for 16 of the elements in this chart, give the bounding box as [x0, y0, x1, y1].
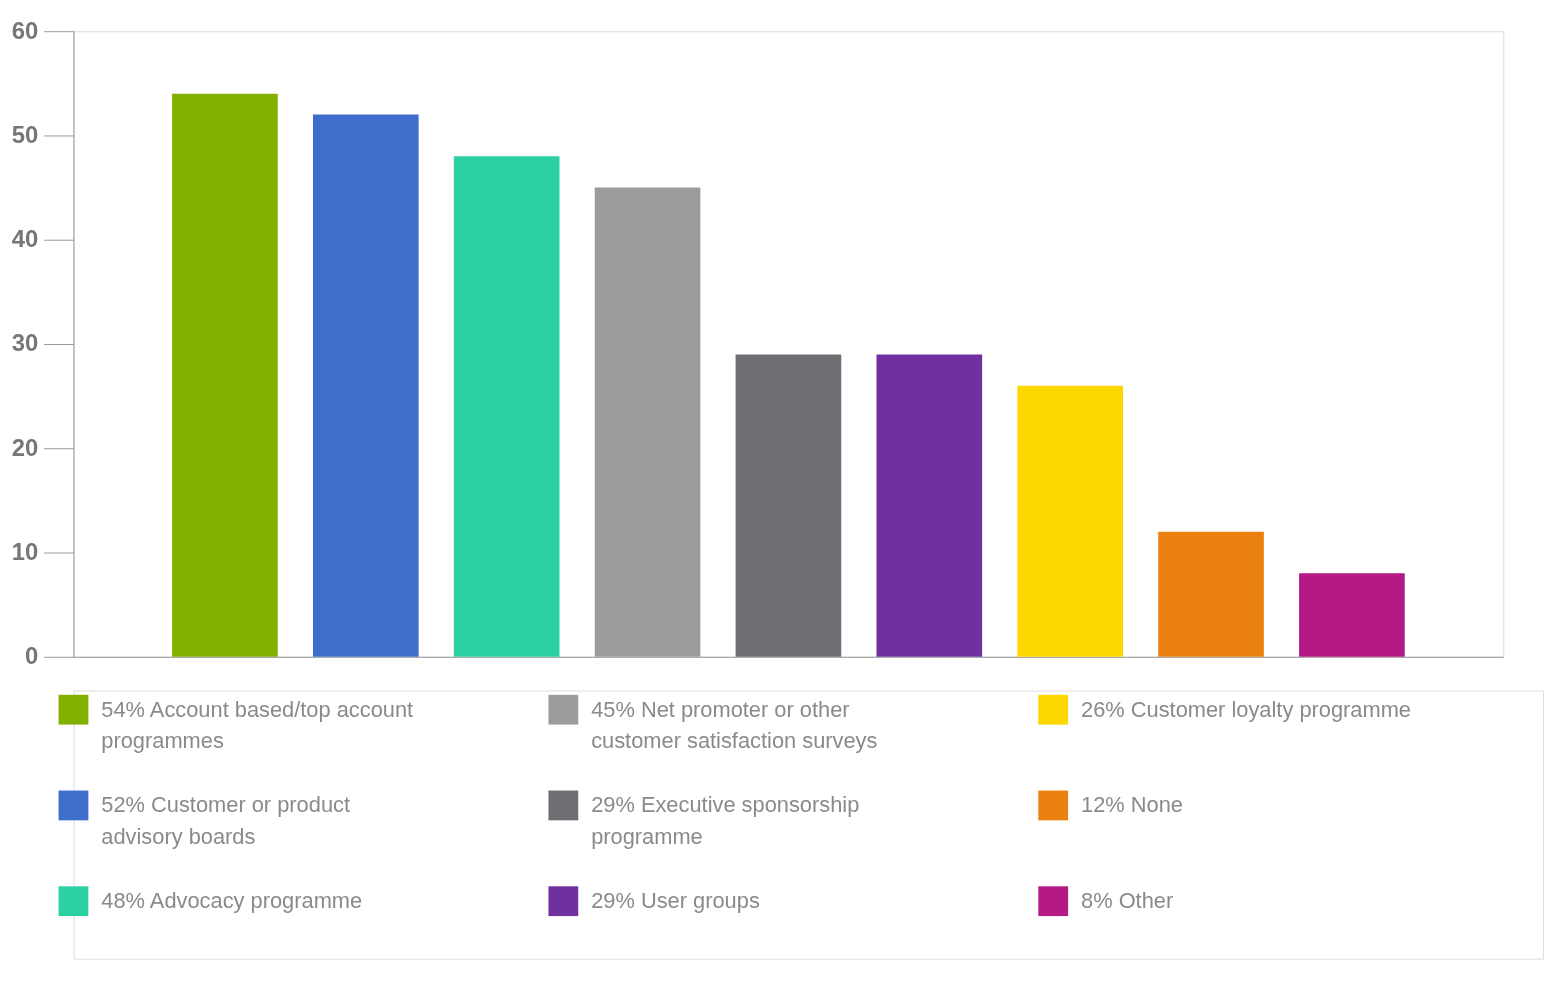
legend-label: 12% None — [1081, 792, 1183, 818]
legend-label: 45% Net promoter or other customer satisfaction surveys — [591, 696, 878, 754]
legend-label: 29% User groups — [591, 888, 760, 914]
legend-label: 29% Executive sponsorship programme — [591, 792, 860, 850]
legend-label: 48% Advocacy programme — [101, 888, 363, 914]
legend-label: 54% Account based/top account programmes — [101, 696, 414, 754]
legend-label: 52% Customer or product advisory boards — [101, 792, 350, 850]
y-tick-label: 50 — [11, 120, 39, 148]
legend-label: 26% Customer loyalty programme — [1081, 696, 1411, 722]
y-tick-label: 20 — [11, 433, 39, 461]
legend-label: 8% Other — [1081, 888, 1174, 914]
y-tick-label: 0 — [24, 642, 39, 670]
y-tick-label: 60 — [11, 16, 39, 44]
y-tick-label: 40 — [11, 225, 39, 253]
y-tick-label: 30 — [11, 329, 39, 357]
y-tick-label: 10 — [11, 537, 39, 565]
